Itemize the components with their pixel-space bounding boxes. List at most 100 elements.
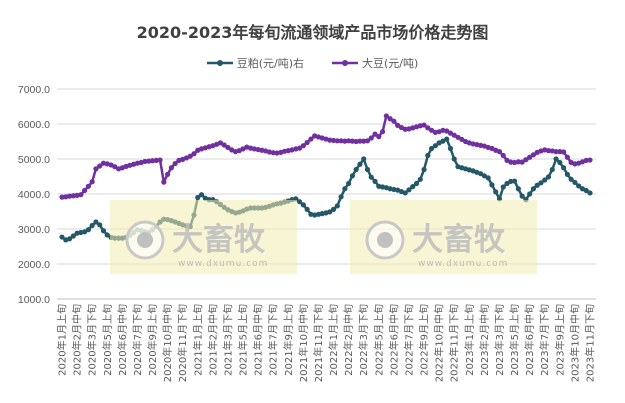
data-point [93,219,99,225]
data-point [564,171,570,177]
x-tick-label: 2022年5月上旬 [372,304,385,376]
data-point [372,131,378,137]
data-point [368,174,374,180]
data-point [357,161,363,167]
data-point [583,187,589,194]
legend-label-soymeal: 豆粕(元/吨)右 [236,57,304,70]
data-point [421,166,427,173]
data-point [391,118,397,124]
x-tick-label: 2023年7月下旬 [538,304,551,376]
data-point [353,138,359,145]
x-tick-label: 2022年6月中旬 [387,304,400,376]
x-tick-label: 2020年1月上旬 [56,304,69,376]
data-point [447,145,454,152]
series-line-1 [61,114,591,199]
legend: 豆粕(元/吨)右 大豆(元/吨) [0,55,625,71]
data-point [515,159,521,165]
y-tick-label: 3000.0 [18,224,50,236]
data-point [70,193,76,199]
data-point [104,232,110,238]
data-point [383,113,389,119]
data-point [304,139,310,146]
data-point [85,183,91,189]
data-point [493,189,499,195]
x-tick-label: 2022年1月上旬 [327,304,340,376]
data-point [165,171,171,177]
x-tick-label: 2020年7月下旬 [131,304,144,376]
data-point [349,173,355,179]
data-point [451,156,457,162]
data-point [587,190,593,196]
legend-marker-soybean [332,60,358,66]
data-point [530,186,537,192]
data-point [368,135,374,141]
data-point [308,136,314,142]
data-point [553,156,559,162]
x-tick-label: 2023年2月中旬 [478,304,491,376]
y-tick-label: 5000.0 [18,154,50,166]
legend-label-soybean: 大豆(元/吨) [362,57,419,70]
data-point [511,178,518,184]
data-point [334,138,340,144]
data-point [519,159,525,165]
x-tick-label: 2021年9月上旬 [282,304,295,376]
x-tick-label: 2021年2月中旬 [206,304,219,376]
data-point [530,152,537,158]
data-point [557,159,563,166]
data-point [327,137,333,143]
data-point [508,159,514,165]
data-point [142,158,148,165]
x-tick-label: 2023年11月下旬 [584,304,597,382]
data-point [338,194,344,200]
data-point [300,143,306,149]
data-point [85,227,91,233]
x-tick-label: 2020年2月中旬 [71,304,84,376]
data-point [444,136,450,142]
x-tick-label: 2022年9月上旬 [418,304,431,376]
x-tick-label: 2021年1月上旬 [191,304,204,376]
data-point [534,182,540,188]
y-tick-label: 7000.0 [18,84,50,96]
data-point [338,138,344,144]
x-tick-label: 2023年5月上旬 [508,304,521,376]
x-tick-label: 2022年7月下旬 [402,304,415,376]
data-point [527,154,533,160]
data-point [425,125,431,131]
data-point [561,149,567,155]
x-tick-label: 2023年10月中旬 [568,304,581,382]
data-point [387,116,393,122]
data-point [402,190,408,196]
data-point [432,143,438,149]
data-point [270,150,276,156]
x-tick-label: 2022年11月下旬 [448,304,461,382]
legend-marker-soymeal [206,60,233,66]
data-point [168,165,174,171]
data-point [70,233,76,239]
data-point [297,199,303,205]
data-point [557,149,563,155]
x-tick-label: 2020年9月上旬 [146,304,159,376]
data-point [406,187,412,193]
data-point [89,222,95,229]
data-point [93,166,99,172]
data-point [583,157,589,163]
data-point [346,138,352,144]
data-point [410,184,416,190]
data-point [334,203,340,209]
data-point [66,236,73,242]
watermark-site: www.dxumu.com [418,259,508,269]
x-tick-label: 2021年10月中旬 [297,304,310,382]
data-point [297,145,303,151]
data-point [346,180,352,187]
data-point [527,191,533,197]
data-point [523,157,529,163]
x-tick-label: 2022年3月下旬 [357,304,370,376]
watermark-logo-eye-icon [137,232,153,248]
data-point [561,165,567,171]
data-point [500,152,506,159]
data-point [195,194,201,201]
x-tick-label: 2021年6月中旬 [252,304,265,376]
data-point [568,176,574,182]
